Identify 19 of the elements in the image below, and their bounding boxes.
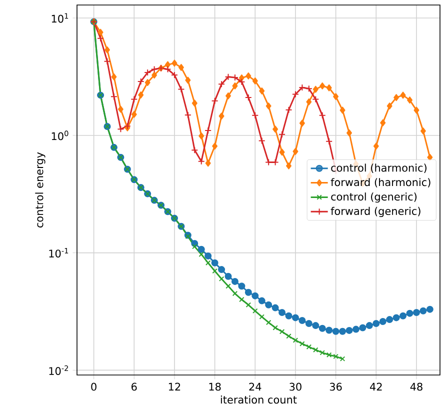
x-tick-label: 24 — [249, 382, 262, 391]
y-tick-label: 10$^{-1}$ — [49, 248, 68, 258]
x-axis-title: iteration count — [220, 396, 297, 404]
x-tick-label: 18 — [209, 382, 221, 391]
x-tick-label: 0 — [91, 382, 96, 391]
x-tick-label: 36 — [330, 382, 342, 391]
y-tick-label: 10$^{-2}$ — [49, 365, 68, 375]
legend-label: control (generic) — [331, 192, 417, 203]
y-tick-label: 10$^{1}$ — [52, 13, 68, 23]
legend-label: forward (harmonic) — [330, 178, 430, 188]
y-tick-label: 10$^{0}$ — [52, 130, 68, 140]
x-tick-label: 6 — [132, 382, 137, 391]
x-tick-label: 12 — [168, 382, 180, 391]
y-axis-title: control energy — [35, 152, 46, 228]
x-tick-label: 48 — [410, 382, 422, 391]
legend-label: control (harmonic) — [331, 164, 426, 173]
x-tick-label: 42 — [370, 382, 382, 391]
x-tick-label: 30 — [290, 382, 302, 391]
legend-label: forward (generic) — [330, 206, 420, 218]
